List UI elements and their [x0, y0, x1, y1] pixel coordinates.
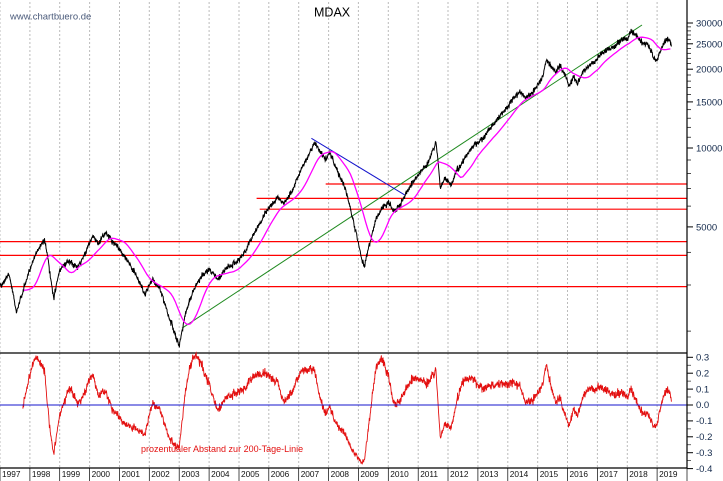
svg-text:2006: 2006 [271, 469, 290, 479]
svg-text:2002: 2002 [151, 469, 170, 479]
svg-text:30000: 30000 [696, 19, 722, 30]
svg-text:2000: 2000 [92, 469, 111, 479]
svg-text:-0.3: -0.3 [696, 448, 712, 459]
svg-text:2005: 2005 [241, 469, 260, 479]
svg-text:0.1: 0.1 [696, 384, 709, 395]
svg-text:-0.1: -0.1 [696, 416, 712, 427]
svg-text:20000: 20000 [696, 65, 722, 76]
svg-text:2009: 2009 [360, 469, 379, 479]
svg-text:2011: 2011 [420, 469, 438, 479]
svg-text:2010: 2010 [390, 469, 409, 479]
svg-text:2013: 2013 [480, 469, 499, 479]
svg-text:2001: 2001 [122, 469, 141, 479]
svg-text:1998: 1998 [32, 469, 51, 479]
svg-text:prozentualer Abstand zur 200-T: prozentualer Abstand zur 200-Tage-Linie [141, 444, 303, 454]
svg-text:0.3: 0.3 [696, 353, 709, 364]
svg-text:-0.4: -0.4 [696, 464, 712, 475]
svg-text:15000: 15000 [696, 97, 722, 108]
svg-text:2018: 2018 [629, 469, 648, 479]
svg-text:2003: 2003 [181, 469, 200, 479]
svg-text:2019: 2019 [659, 469, 678, 479]
svg-text:25000: 25000 [696, 39, 722, 50]
svg-text:2014: 2014 [510, 469, 529, 479]
svg-text:2012: 2012 [450, 469, 469, 479]
svg-text:-0.2: -0.2 [696, 432, 712, 443]
svg-text:2017: 2017 [599, 469, 618, 479]
svg-text:MDAX: MDAX [314, 6, 351, 20]
svg-text:1999: 1999 [62, 469, 81, 479]
svg-text:0.0: 0.0 [696, 400, 709, 411]
svg-text:2007: 2007 [301, 469, 320, 479]
svg-text:10000: 10000 [696, 144, 722, 155]
svg-text:0.2: 0.2 [696, 368, 709, 379]
svg-text:www.chartbuero.de: www.chartbuero.de [9, 12, 91, 23]
svg-text:2016: 2016 [570, 469, 589, 479]
svg-text:5000: 5000 [696, 222, 717, 233]
svg-text:2004: 2004 [211, 469, 230, 479]
svg-text:2015: 2015 [540, 469, 559, 479]
svg-text:1997: 1997 [2, 469, 21, 479]
svg-text:2008: 2008 [331, 469, 350, 479]
